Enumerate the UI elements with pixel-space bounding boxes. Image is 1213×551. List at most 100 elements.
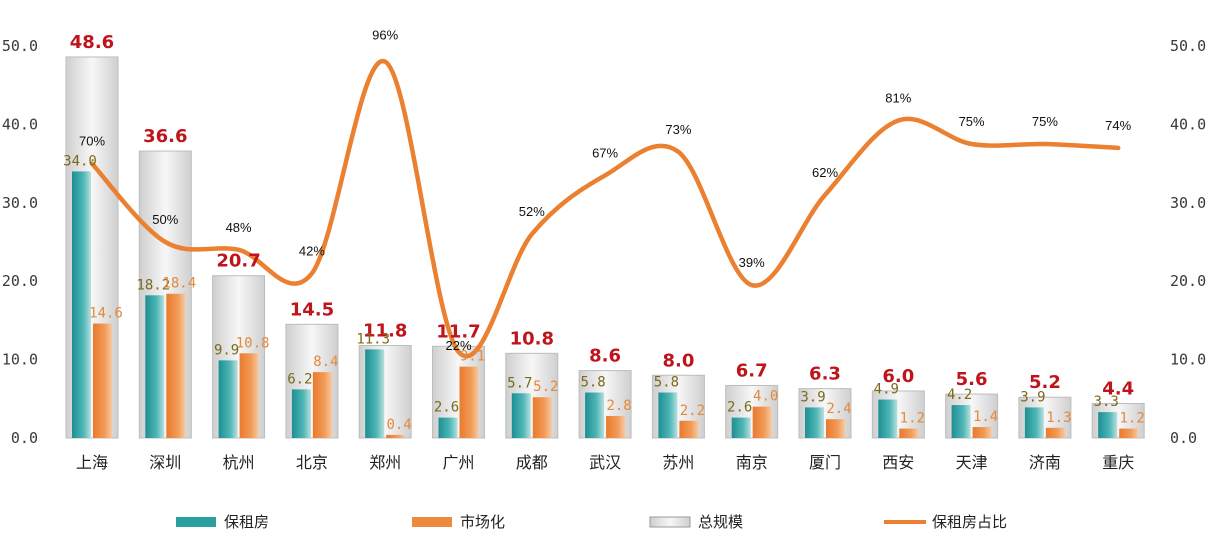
market-value-label: 10.8: [236, 335, 270, 351]
baozu-value-label: 6.2: [287, 371, 312, 387]
ratio-line: [89, 59, 1121, 359]
ratio-value-label: 50%: [152, 212, 178, 227]
market-bar: [459, 366, 479, 438]
baozu-bar: [218, 360, 238, 438]
legend-label: 市场化: [460, 513, 505, 531]
total-value-label: 6.7: [736, 360, 768, 381]
x-category-label: 武汉: [589, 453, 621, 472]
ratio-value-label: 74%: [1105, 118, 1131, 133]
total-value-label: 48.6: [70, 32, 114, 53]
baozu-bar: [658, 392, 678, 438]
y-left-tick-label: 40.0: [2, 115, 38, 133]
market-bar: [93, 323, 112, 438]
market-bar: [312, 372, 332, 438]
x-category-label: 苏州: [662, 453, 694, 472]
ratio-value-label: 22%: [445, 338, 471, 353]
baozu-value-label: 2.6: [727, 400, 752, 416]
legend-swatch: [176, 517, 216, 527]
y-left-tick-label: 20.0: [2, 272, 38, 290]
total-value-label: 8.6: [589, 346, 621, 367]
ratio-value-label: 62%: [812, 165, 838, 180]
market-bar: [972, 427, 992, 438]
baozu-bar: [585, 392, 605, 438]
market-value-label: 4.0: [753, 389, 778, 405]
y-right-tick-label: 20.0: [1170, 272, 1206, 290]
y-right-tick-label: 10.0: [1170, 351, 1206, 369]
ratio-value-label: 48%: [226, 220, 252, 235]
total-value-label: 5.6: [956, 369, 988, 390]
baozu-value-label: 4.9: [874, 382, 899, 398]
y-right-tick-label: 0.0: [1170, 429, 1197, 447]
x-category-label: 济南: [1029, 453, 1061, 472]
market-value-label: 1.2: [900, 411, 925, 427]
total-value-label: 36.6: [143, 126, 187, 147]
ratio-value-label: 67%: [592, 145, 618, 160]
baozu-bar: [438, 417, 458, 438]
baozu-bar: [291, 389, 311, 438]
market-value-label: 14.6: [89, 306, 123, 322]
x-category-label: 广州: [442, 453, 474, 472]
total-value-label: 4.4: [1102, 379, 1134, 400]
market-value-label: 2.2: [680, 403, 705, 419]
baozu-bar: [805, 407, 824, 438]
x-category-label: 西安: [882, 453, 914, 472]
market-value-label: 2.4: [826, 401, 851, 417]
baozu-value-label: 3.3: [1094, 394, 1119, 410]
market-bar: [239, 353, 259, 438]
y-right-tick-label: 50.0: [1170, 37, 1206, 55]
x-category-label: 天津: [956, 453, 988, 472]
baozu-value-label: 3.9: [1020, 389, 1045, 405]
market-value-label: 2.8: [606, 398, 631, 414]
x-category-label: 重庆: [1102, 453, 1134, 472]
y-left-tick-label: 10.0: [2, 351, 38, 369]
x-category-label: 杭州: [223, 453, 255, 472]
baozu-bar: [511, 393, 531, 438]
total-value-label: 10.8: [510, 328, 554, 349]
x-category-label: 郑州: [369, 453, 401, 472]
x-category-label: 南京: [736, 453, 768, 472]
baozu-value-label: 11.3: [356, 331, 390, 347]
total-value-label: 11.8: [363, 320, 407, 341]
market-value-label: 9.1: [460, 349, 485, 365]
baozu-bar: [878, 399, 898, 438]
market-bar: [1119, 428, 1139, 438]
legend-label: 保租房占比: [932, 513, 1007, 531]
total-value-label: 14.5: [290, 299, 334, 320]
baozu-value-label: 4.2: [947, 387, 972, 403]
baozu-bar: [731, 417, 751, 438]
ratio-value-label: 75%: [1032, 114, 1058, 129]
ratio-value-label: 52%: [519, 204, 545, 219]
market-value-label: 18.4: [162, 276, 196, 292]
x-category-label: 北京: [296, 453, 328, 472]
market-value-label: 5.2: [533, 379, 558, 395]
y-right-tick-label: 40.0: [1170, 115, 1206, 133]
x-category-label: 深圳: [149, 453, 181, 472]
y-right-tick-label: 30.0: [1170, 194, 1206, 212]
ratio-value-label: 96%: [372, 28, 398, 43]
baozu-value-label: 5.8: [580, 375, 605, 391]
x-category-label: 厦门: [809, 453, 841, 472]
baozu-value-label: 5.8: [654, 375, 679, 391]
ratio-value-label: 39%: [739, 255, 765, 270]
market-bar: [752, 406, 772, 438]
market-bar: [606, 416, 626, 438]
baozu-value-label: 5.7: [507, 375, 532, 391]
market-value-label: 1.4: [973, 409, 998, 425]
baozu-value-label: 2.6: [434, 400, 459, 416]
market-value-label: 1.2: [1120, 411, 1145, 427]
baozu-value-label: 3.9: [800, 389, 825, 405]
ratio-value-label: 73%: [665, 122, 691, 137]
baozu-bar: [72, 171, 91, 438]
market-value-label: 8.4: [313, 354, 338, 370]
y-left-tick-label: 30.0: [2, 194, 38, 212]
legend-label: 保租房: [224, 513, 269, 531]
baozu-bar: [1024, 407, 1044, 438]
total-value-label: 6.0: [882, 366, 914, 387]
ratio-value-label: 75%: [959, 114, 985, 129]
total-value-label: 20.7: [216, 251, 260, 272]
total-value-label: 11.7: [436, 321, 480, 342]
market-bar: [532, 397, 552, 438]
ratio-value-label: 81%: [885, 90, 911, 105]
